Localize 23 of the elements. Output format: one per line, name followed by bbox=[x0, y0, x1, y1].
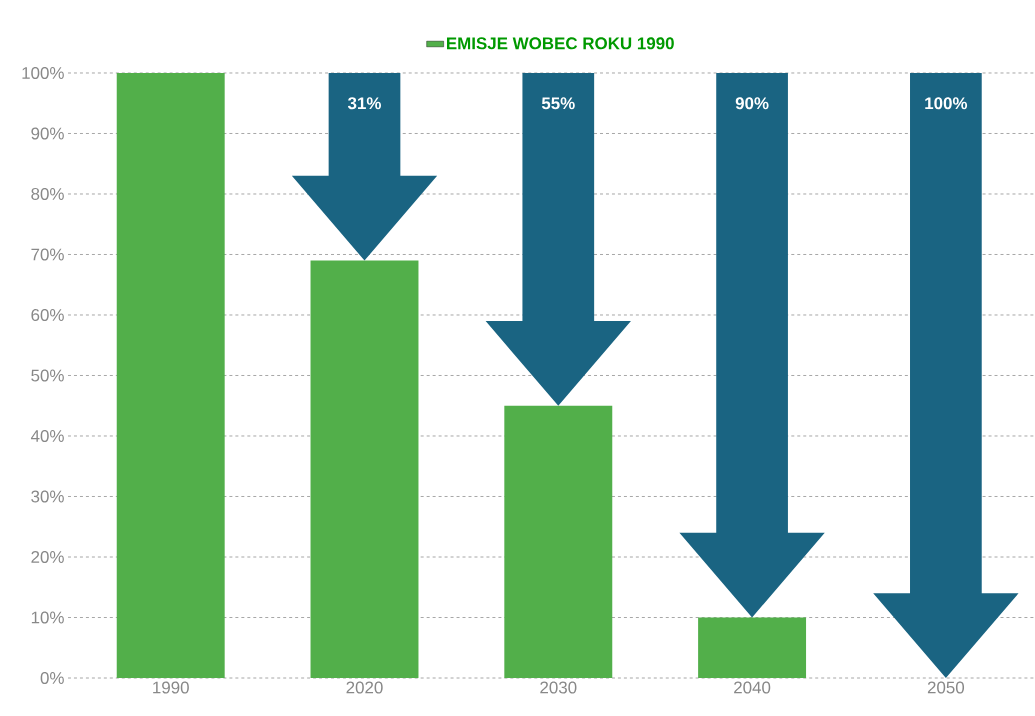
x-tick-label: 1990 bbox=[153, 681, 189, 694]
y-tick-label: 20% bbox=[31, 551, 64, 563]
y-tick-label: 90% bbox=[31, 127, 64, 140]
y-tick-label: 30% bbox=[31, 490, 64, 503]
bar bbox=[116, 72, 225, 678]
y-tick-label: 70% bbox=[31, 248, 64, 261]
y-tick-label: 40% bbox=[30, 430, 64, 442]
x-tick-label: 2020 bbox=[346, 681, 383, 694]
annotation: 100% bbox=[925, 97, 968, 110]
annotation: 55% bbox=[541, 97, 575, 110]
x-tick-label: 2040 bbox=[734, 681, 771, 694]
y-tick-label: 50% bbox=[31, 369, 64, 382]
annotation: 31% bbox=[347, 97, 381, 110]
y-tick-label: 60% bbox=[31, 309, 64, 321]
y-tick-label: 10% bbox=[31, 611, 64, 624]
y-tick-label: 80% bbox=[31, 188, 64, 200]
annotation: 90% bbox=[735, 97, 769, 110]
y-tick-label: 0% bbox=[40, 672, 64, 684]
y-tick-label: 100% bbox=[22, 66, 64, 79]
legend-label: EMISJE WOBEC ROKU 1990 bbox=[447, 37, 674, 50]
bar bbox=[698, 617, 807, 678]
x-tick-label: 2050 bbox=[927, 681, 965, 694]
x-tick-label: 2030 bbox=[540, 681, 577, 694]
